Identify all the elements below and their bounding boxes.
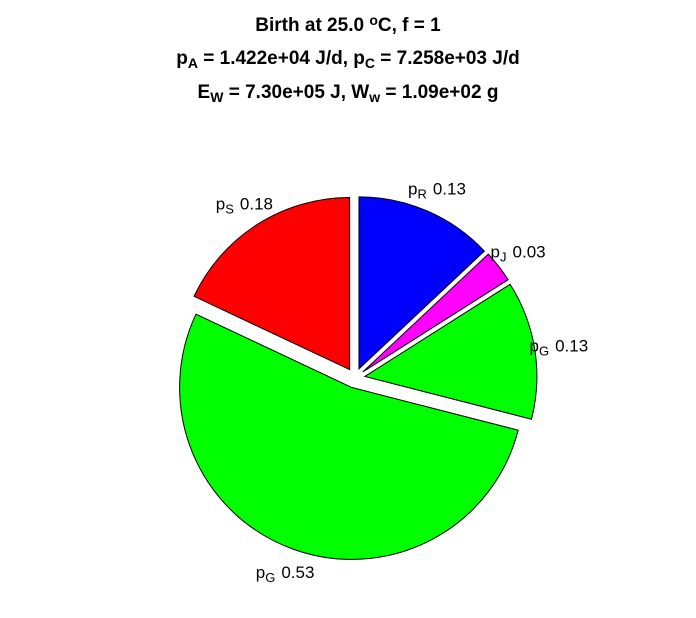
label-value: 0.13 bbox=[555, 337, 588, 356]
label-subscript: G bbox=[539, 344, 549, 359]
label-value: 0.03 bbox=[513, 242, 546, 261]
label-name: p bbox=[530, 337, 539, 356]
label-subscript: S bbox=[225, 202, 234, 217]
title-text: Birth at 25.0 bbox=[255, 15, 369, 36]
title-text: = 7.30e+05 J, W bbox=[223, 82, 369, 103]
title-text: E bbox=[198, 82, 211, 103]
title-text: = 7.258e+03 J/d bbox=[375, 48, 520, 69]
pie-slice bbox=[358, 196, 486, 370]
subscript: w bbox=[368, 89, 380, 105]
title-text: = 1.422e+04 J/d, p bbox=[198, 48, 365, 69]
subscript: A bbox=[188, 55, 198, 71]
label-name: p bbox=[256, 563, 265, 582]
label-name: p bbox=[216, 195, 225, 214]
superscript: o bbox=[369, 12, 378, 28]
title-text: p bbox=[176, 48, 188, 69]
pie-slice bbox=[362, 253, 509, 373]
title-block: Birth at 25.0 oC, f = 1 pA = 1.422e+04 J/… bbox=[176, 12, 519, 105]
label-subscript: R bbox=[417, 186, 426, 201]
pie-slice bbox=[179, 313, 519, 560]
pie-slice bbox=[363, 283, 538, 420]
slice-label: pR 0.13 bbox=[408, 180, 466, 202]
chart-title: pA = 1.422e+04 J/d, pC = 7.258e+03 J/d bbox=[176, 48, 519, 71]
label-value: 0.13 bbox=[433, 180, 466, 199]
label-value: 0.53 bbox=[281, 563, 314, 582]
chart-title: EW = 7.30e+05 J, Ww = 1.09e+02 g bbox=[198, 82, 499, 105]
label-value: 0.18 bbox=[240, 195, 273, 214]
label-name: p bbox=[491, 242, 500, 261]
slice-label: pG 0.53 bbox=[256, 563, 315, 585]
slice-label: pJ 0.03 bbox=[491, 242, 546, 264]
subscript: C bbox=[365, 55, 375, 71]
subscript: W bbox=[210, 89, 224, 105]
label-subscript: G bbox=[265, 570, 275, 585]
title-text: C, f = 1 bbox=[378, 15, 441, 36]
slice-label: pS 0.18 bbox=[216, 195, 273, 217]
label-subscript: J bbox=[500, 249, 507, 264]
pie-slice bbox=[193, 197, 351, 371]
chart-title: Birth at 25.0 oC, f = 1 bbox=[255, 12, 441, 36]
label-name: p bbox=[408, 180, 417, 199]
slice-label: pG 0.13 bbox=[530, 337, 589, 359]
title-text: = 1.09e+02 g bbox=[380, 82, 498, 103]
